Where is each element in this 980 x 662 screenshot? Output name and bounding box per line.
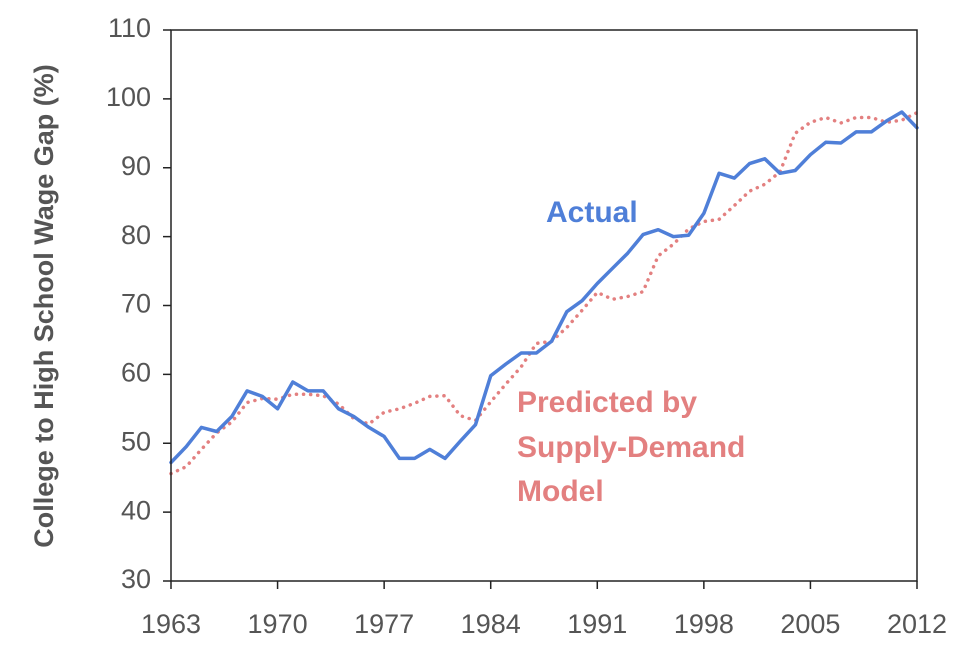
x-tick-label: 1998	[674, 609, 734, 639]
y-tick-label: 40	[121, 495, 151, 525]
predicted-series-label-line3: Model	[517, 475, 604, 508]
actual-series-line	[169, 110, 919, 465]
predicted-series-line	[169, 110, 919, 476]
y-tick-label: 70	[121, 289, 151, 319]
x-tick-label: 2012	[887, 609, 947, 639]
y-tick-label: 80	[121, 220, 151, 250]
y-tick-label: 100	[106, 82, 151, 112]
y-tick-label: 30	[121, 564, 151, 594]
x-tick-label: 2005	[780, 609, 840, 639]
x-tick-label: 1977	[354, 609, 414, 639]
y-axis-label: College to High School Wage Gap (%)	[29, 64, 59, 548]
y-axis-ticks: 30 40 50 60 70 80 90 100 110	[106, 13, 171, 594]
y-tick-label: 50	[121, 426, 151, 456]
y-tick-label: 60	[121, 358, 151, 388]
x-tick-label: 1970	[248, 609, 308, 639]
x-tick-label: 1984	[461, 609, 521, 639]
predicted-series-label-line2: Supply-Demand	[517, 431, 745, 464]
x-tick-label: 1991	[567, 609, 627, 639]
plot-area-frame	[170, 29, 918, 582]
actual-series-label: Actual	[546, 196, 638, 229]
series-layer	[169, 110, 919, 476]
y-tick-label: 110	[108, 13, 151, 43]
predicted-series-label-line1: Predicted by	[517, 386, 697, 419]
x-tick-label: 1963	[141, 609, 201, 639]
y-tick-label: 90	[121, 151, 151, 181]
x-axis-ticks: 1963 1970 1977 1984 1991 1998 2005 2012	[141, 581, 947, 639]
